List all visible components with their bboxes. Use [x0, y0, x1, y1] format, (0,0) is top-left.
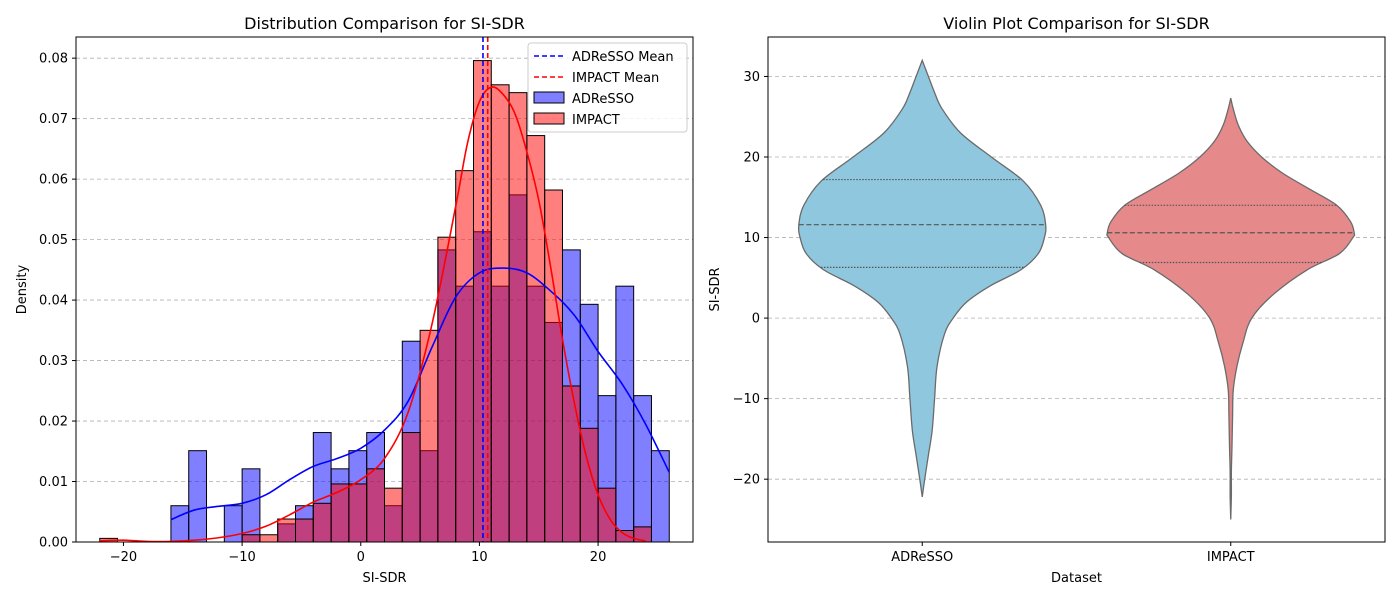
- histogram-x-tick-label: −10: [228, 550, 255, 565]
- histogram-bar-impact: [490, 84, 510, 543]
- histogram-x-tick-label: 0: [357, 550, 365, 565]
- legend-impact-label: IMPACT: [572, 113, 620, 128]
- violin-body-impact: [1106, 98, 1356, 520]
- violin-frame: [767, 36, 1386, 543]
- legend-impact-mean-label: IMPACT Mean: [572, 71, 659, 86]
- histogram-bar-impact: [384, 487, 403, 543]
- histogram-panel: −20 −10 0 10 20 0.00 0.01 0.02 0.03 0.04 0.05 0.06…: [15, 14, 694, 586]
- histogram-frame: [75, 36, 694, 543]
- histogram-bar-impact: [401, 432, 421, 543]
- violin-panel: ADReSSO IMPACT −20 −10 0 10 20 30 Violin Plot …: [708, 14, 1386, 586]
- histogram-y-tick-label: 0.02: [39, 415, 68, 430]
- histogram-title: Distribution Comparison for SI-SDR: [244, 14, 525, 33]
- violin-bodies: [797, 58, 1356, 520]
- histogram-y-ticks: 0.00 0.01 0.02 0.03 0.04 0.05 0.06 0.07 0.08: [39, 52, 76, 551]
- legend-impact-swatch: [533, 112, 565, 125]
- histogram-y-tick-label: 0.08: [39, 52, 68, 67]
- histogram-bars: [99, 60, 670, 543]
- histogram-bar-impact: [561, 385, 581, 543]
- violin-y-tick-label: 30: [743, 70, 760, 85]
- histogram-x-tick-label: 10: [471, 550, 488, 565]
- histogram-bar-impact: [615, 530, 635, 543]
- histogram-bar-adresso: [170, 505, 190, 543]
- histogram-y-tick-label: 0.06: [39, 173, 68, 188]
- violin-y-label: SI-SDR: [708, 267, 723, 311]
- violin-y-tick-label: 0: [752, 312, 760, 327]
- histogram-kde-curves: [99, 86, 670, 543]
- histogram-y-tick-label: 0.01: [39, 475, 68, 490]
- histogram-bar-impact: [295, 518, 314, 543]
- histogram-bar-impact: [330, 483, 350, 543]
- violin-x-tick-label: IMPACT: [1207, 550, 1255, 565]
- histogram-bar-impact: [366, 468, 386, 543]
- histogram-bar-impact: [348, 483, 368, 543]
- violin-body-adresso: [797, 58, 1047, 497]
- histogram-bar-impact: [241, 534, 261, 543]
- histogram-x-ticks: −20 −10 0 10 20: [110, 542, 607, 565]
- violin-title: Violin Plot Comparison for SI-SDR: [943, 14, 1209, 33]
- histogram-x-tick-label: 20: [590, 550, 607, 565]
- histogram-bar-impact: [526, 135, 546, 543]
- histogram-bar-adresso: [615, 285, 635, 543]
- histogram-bar-impact: [312, 502, 332, 543]
- histogram-mean-lines: [482, 37, 489, 542]
- legend-adresso-label: ADReSSO: [572, 92, 634, 107]
- histogram-legend: ADReSSO Mean IMPACT Mean ADReSSO IMPACT: [527, 42, 688, 133]
- histogram-x-tick-label: −20: [110, 550, 137, 565]
- violin-x-ticks: ADReSSO IMPACT: [891, 542, 1255, 565]
- histogram-bar-impact: [544, 189, 563, 543]
- violin-x-tick-label: ADReSSO: [891, 550, 953, 565]
- histogram-y-tick-label: 0.05: [39, 233, 68, 248]
- violin-y-tick-label: 10: [743, 231, 760, 246]
- histogram-bar-impact: [455, 170, 474, 543]
- histogram-bar-adresso: [188, 450, 208, 543]
- histogram-y-tick-label: 0.00: [39, 536, 68, 551]
- histogram-bar-impact: [277, 518, 297, 543]
- kde-curve-impact: [99, 86, 646, 543]
- histogram-y-tick-label: 0.07: [39, 112, 68, 127]
- violin-y-ticks: −20 −10 0 10 20 30: [733, 70, 768, 488]
- legend-adresso-swatch: [533, 91, 565, 104]
- violin-x-label: Dataset: [1051, 571, 1102, 586]
- histogram-x-label: SI-SDR: [362, 571, 406, 586]
- histogram-y-label: Density: [15, 264, 30, 314]
- histogram-y-tick-label: 0.04: [39, 294, 68, 309]
- legend-box: [527, 42, 688, 133]
- violin-y-tick-label: 20: [743, 151, 760, 166]
- violin-y-tick-label: −10: [733, 392, 760, 407]
- histogram-bar-impact: [259, 534, 279, 543]
- histogram-bar-impact: [508, 92, 528, 543]
- histogram-y-tick-label: 0.03: [39, 354, 68, 369]
- violin-y-tick-label: −20: [733, 473, 760, 488]
- legend-adresso-mean-label: ADReSSO Mean: [572, 50, 674, 65]
- histogram-bar-adresso: [650, 450, 670, 543]
